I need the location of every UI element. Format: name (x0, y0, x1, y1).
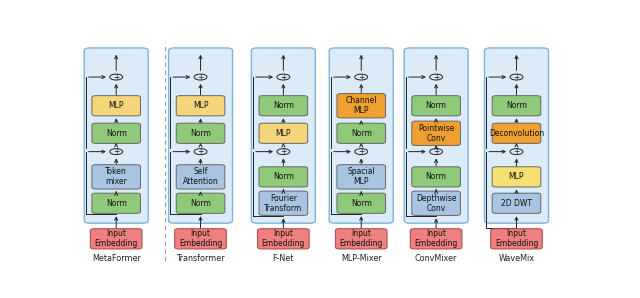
Text: Norm: Norm (351, 199, 372, 208)
Text: Input
Embedding: Input Embedding (340, 229, 383, 248)
FancyBboxPatch shape (410, 229, 462, 249)
Text: WaveMix: WaveMix (499, 254, 534, 263)
Text: +: + (113, 147, 120, 156)
FancyBboxPatch shape (335, 229, 387, 249)
Text: Input
Embedding: Input Embedding (262, 229, 305, 248)
FancyBboxPatch shape (257, 229, 309, 249)
Text: +: + (433, 72, 439, 82)
FancyBboxPatch shape (176, 96, 225, 116)
Text: Spacial
MLP: Spacial MLP (348, 167, 375, 187)
Text: +: + (513, 72, 520, 82)
FancyBboxPatch shape (492, 193, 541, 213)
Text: Norm: Norm (190, 199, 211, 208)
FancyBboxPatch shape (259, 96, 308, 116)
Text: +: + (433, 147, 439, 156)
Text: Norm: Norm (273, 172, 294, 181)
FancyBboxPatch shape (92, 193, 141, 213)
Text: Token
mixer: Token mixer (106, 167, 127, 187)
Text: Norm: Norm (351, 129, 372, 138)
FancyBboxPatch shape (329, 48, 393, 223)
Text: MetaFormer: MetaFormer (92, 254, 141, 263)
FancyBboxPatch shape (337, 193, 385, 213)
FancyBboxPatch shape (92, 96, 141, 116)
Text: +: + (280, 72, 287, 82)
Text: +: + (280, 147, 287, 156)
Text: Input
Embedding: Input Embedding (415, 229, 458, 248)
FancyBboxPatch shape (92, 123, 141, 143)
Text: +: + (358, 147, 364, 156)
FancyBboxPatch shape (168, 48, 232, 223)
Text: +: + (358, 72, 364, 82)
FancyBboxPatch shape (176, 193, 225, 213)
FancyBboxPatch shape (176, 123, 225, 143)
FancyBboxPatch shape (337, 165, 385, 189)
FancyBboxPatch shape (491, 229, 542, 249)
Text: MLP: MLP (276, 129, 291, 138)
FancyBboxPatch shape (404, 48, 468, 223)
FancyBboxPatch shape (484, 48, 548, 223)
Text: Norm: Norm (426, 101, 447, 110)
Text: MLP: MLP (108, 101, 124, 110)
FancyBboxPatch shape (412, 167, 460, 187)
Text: Transformer: Transformer (176, 254, 225, 263)
FancyBboxPatch shape (84, 48, 148, 223)
Text: Channel
MLP: Channel MLP (346, 96, 377, 115)
Text: Norm: Norm (190, 129, 211, 138)
Text: Depthwise
Conv: Depthwise Conv (416, 194, 456, 213)
Text: MLP-Mixer: MLP-Mixer (341, 254, 381, 263)
FancyBboxPatch shape (92, 165, 141, 189)
FancyBboxPatch shape (337, 94, 385, 118)
Text: +: + (197, 72, 204, 82)
FancyBboxPatch shape (412, 191, 460, 215)
Text: F-Net: F-Net (273, 254, 294, 263)
Text: +: + (197, 147, 204, 156)
FancyBboxPatch shape (337, 123, 385, 143)
Text: +: + (513, 147, 520, 156)
FancyBboxPatch shape (175, 229, 227, 249)
Text: Fourier
Transform: Fourier Transform (264, 194, 303, 213)
Text: Pointwise
Conv: Pointwise Conv (418, 124, 454, 143)
Text: Norm: Norm (426, 172, 447, 181)
FancyBboxPatch shape (259, 123, 308, 143)
Text: Input
Embedding: Input Embedding (95, 229, 138, 248)
Text: 2D DWT: 2D DWT (501, 199, 532, 208)
Text: ConvMixer: ConvMixer (415, 254, 458, 263)
Text: Norm: Norm (106, 199, 127, 208)
Text: MLP: MLP (193, 101, 208, 110)
FancyBboxPatch shape (412, 96, 460, 116)
FancyBboxPatch shape (259, 191, 308, 215)
FancyBboxPatch shape (412, 121, 460, 145)
FancyBboxPatch shape (492, 96, 541, 116)
FancyBboxPatch shape (492, 123, 541, 143)
Text: MLP: MLP (509, 172, 524, 181)
FancyBboxPatch shape (90, 229, 142, 249)
Text: Deconvolution: Deconvolution (489, 129, 544, 138)
FancyBboxPatch shape (252, 48, 316, 223)
Text: Norm: Norm (273, 101, 294, 110)
Text: Input
Embedding: Input Embedding (495, 229, 538, 248)
FancyBboxPatch shape (492, 167, 541, 187)
Text: Input
Embedding: Input Embedding (179, 229, 222, 248)
FancyBboxPatch shape (176, 165, 225, 189)
FancyBboxPatch shape (259, 167, 308, 187)
Text: +: + (113, 72, 120, 82)
Text: Norm: Norm (506, 101, 527, 110)
Text: Norm: Norm (106, 129, 127, 138)
Text: Self
Attention: Self Attention (182, 167, 218, 187)
